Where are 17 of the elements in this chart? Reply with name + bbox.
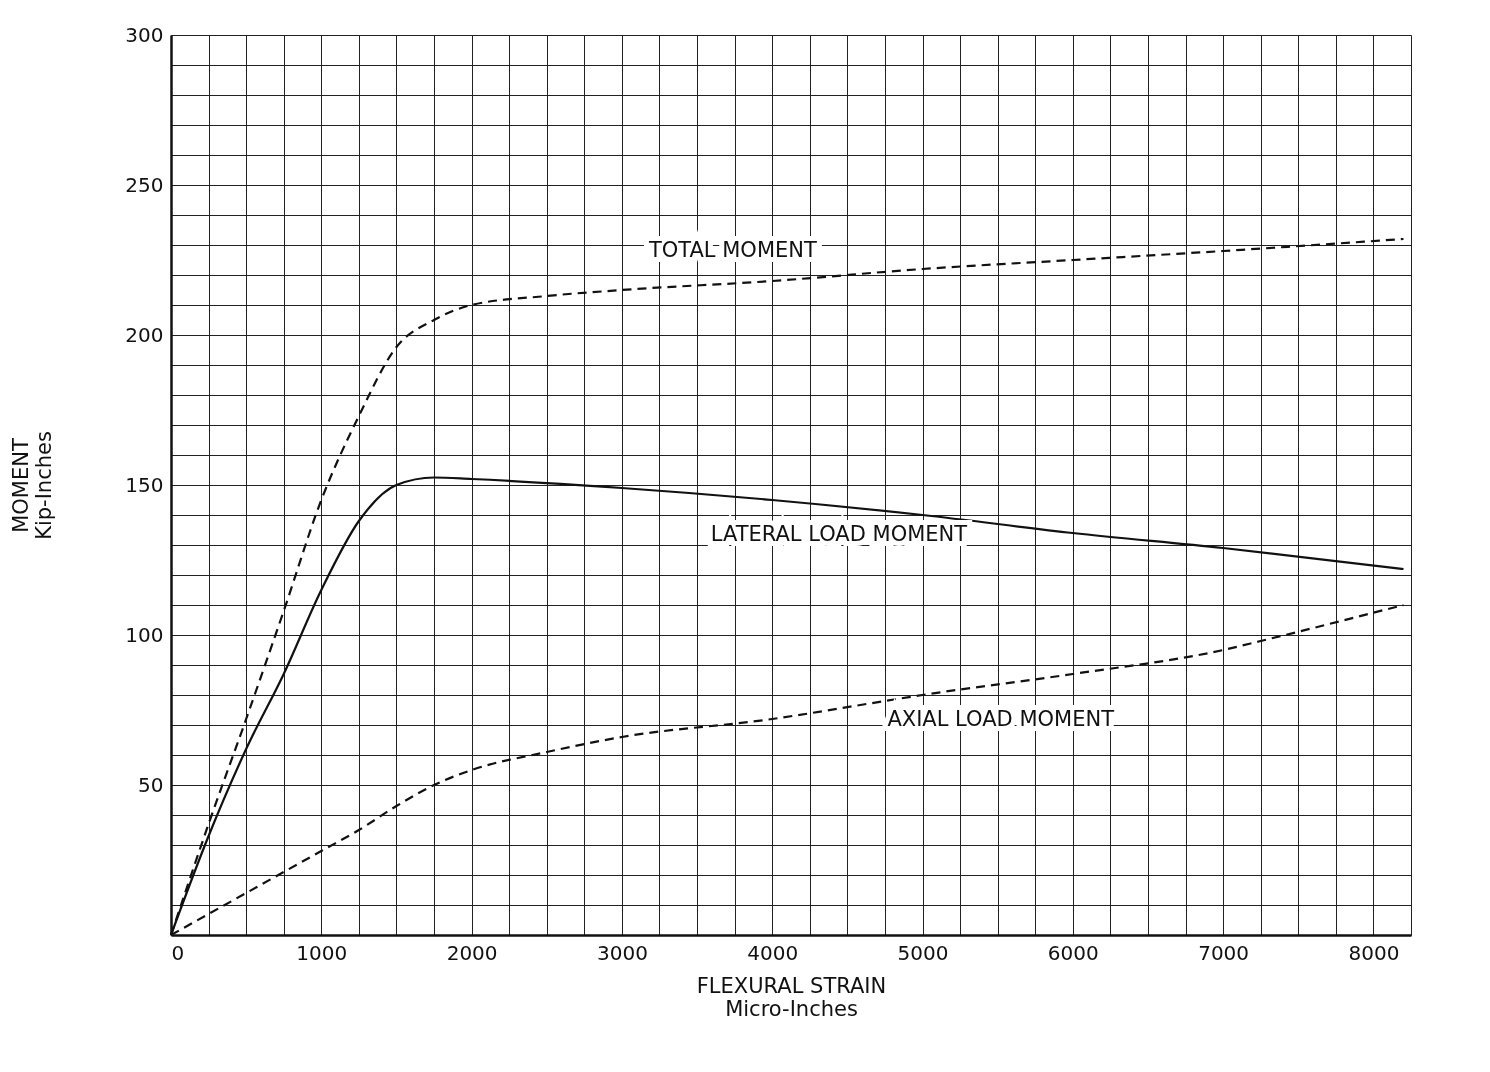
x-tick-label: 6000 [1047, 940, 1099, 965]
y-tick-label: 150 [125, 472, 164, 497]
y-tick-label: 200 [125, 322, 164, 347]
y-tick-label: 50 [138, 772, 164, 797]
x-tick-label: 1000 [296, 940, 348, 965]
x-tick-label: 5000 [897, 940, 949, 965]
x-tick-label: 4000 [747, 940, 799, 965]
y-tick-label: 250 [125, 172, 164, 197]
y-tick-label: 300 [125, 22, 164, 47]
y-axis-title: MOMENT Kip-Inches [9, 431, 57, 540]
x-tick-label: 0 [171, 940, 185, 965]
x-tick-label: 7000 [1198, 940, 1250, 965]
x-tick-label: 3000 [596, 940, 648, 965]
x-tick-label: 2000 [446, 940, 498, 965]
x-tick-label: 8000 [1348, 940, 1400, 965]
x-axis-title: FLEXURAL STRAIN Micro-Inches [696, 973, 887, 1021]
y-tick-label: 100 [125, 622, 164, 647]
